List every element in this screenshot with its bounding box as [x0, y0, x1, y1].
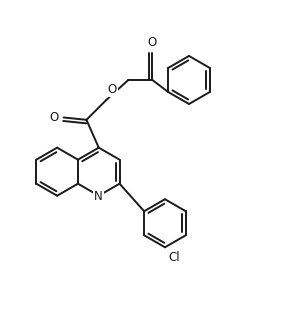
- Text: O: O: [148, 36, 157, 49]
- Text: Cl: Cl: [168, 251, 180, 264]
- Text: O: O: [50, 111, 59, 124]
- Text: N: N: [94, 190, 103, 203]
- Text: O: O: [108, 83, 117, 96]
